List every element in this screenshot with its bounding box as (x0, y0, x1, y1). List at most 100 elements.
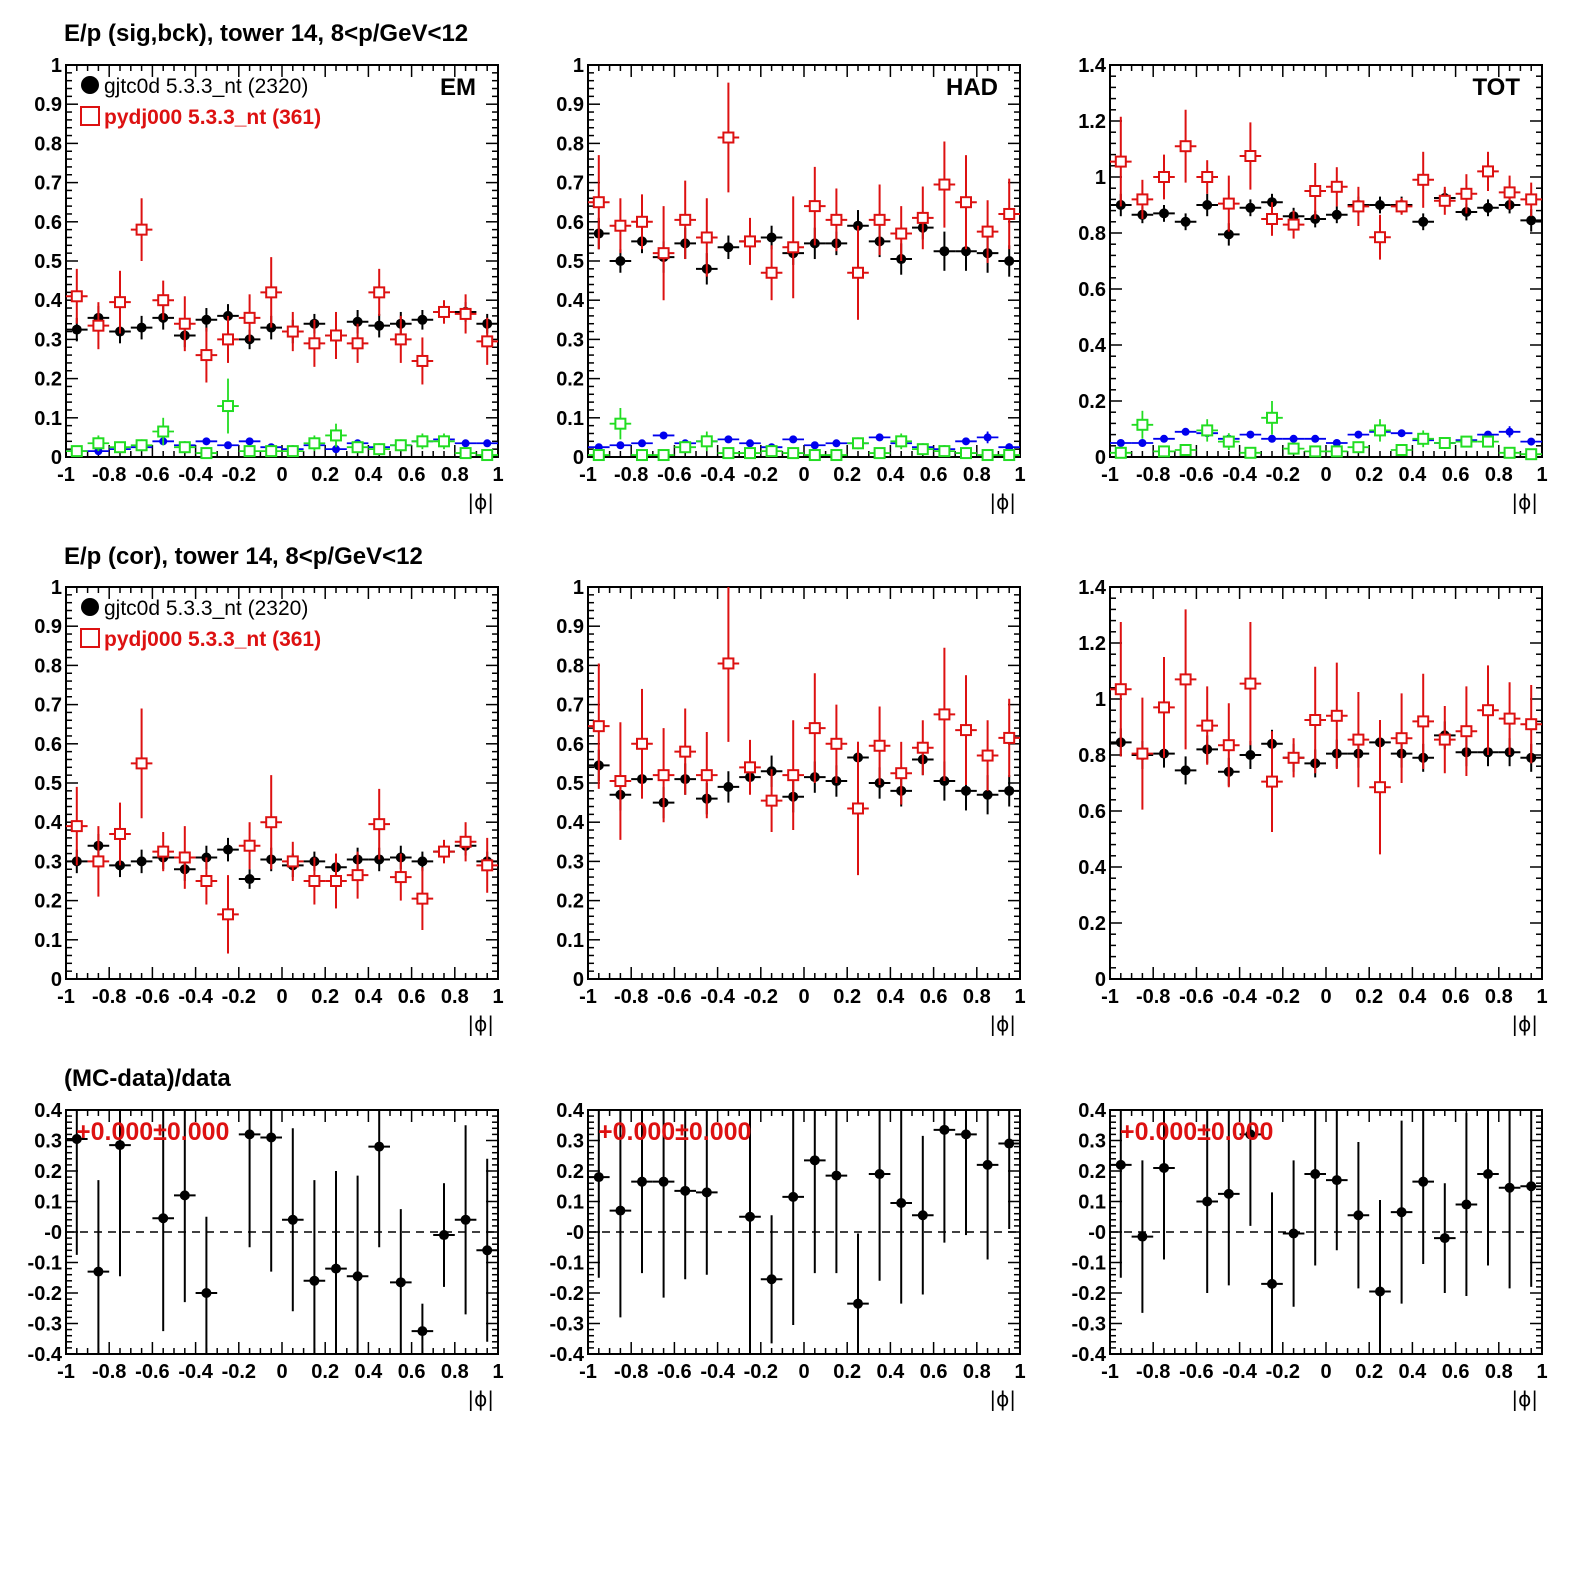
data-point (459, 307, 472, 320)
data-point (243, 445, 256, 458)
fit-result-label: +0.000±0.000 (598, 1118, 751, 1146)
y-tick-label: -0.2 (1072, 1283, 1106, 1305)
data-point (136, 322, 147, 333)
data-point (1116, 439, 1125, 447)
y-tick-label: 1.2 (1078, 111, 1106, 133)
data-point (657, 769, 670, 782)
data-point (1438, 733, 1451, 746)
data-point (657, 449, 670, 462)
panel-ratio-HAD: -1 -0.8 -0.6 -0.4 -0.2 0 0.2 0.4 0.6 0.8 1|ϕ|-0.4-… (550, 1100, 1026, 1411)
data-point (614, 775, 627, 788)
x-tick-label: -0.8 (614, 986, 648, 1008)
data-point (659, 431, 668, 440)
x-tick-label: -0.4 (700, 1361, 735, 1383)
series-mc (66, 198, 498, 385)
data-point (1244, 150, 1257, 162)
x-tick-label: 0.6 (920, 1361, 948, 1383)
x-tick-label: 0.6 (398, 1361, 426, 1383)
data-point (331, 1263, 341, 1274)
x-axis: -1 -0.8 -0.6 -0.4 -0.2 0 0.2 0.4 0.6 0.8 1 |ϕ| (57, 1110, 504, 1411)
data-point (896, 1198, 907, 1209)
data-point (983, 433, 992, 442)
y-tick-label: 1 (1095, 689, 1106, 711)
data-point (483, 439, 492, 448)
x-tick-label: -0.8 (92, 464, 126, 486)
data-point (243, 839, 256, 852)
data-point (808, 722, 821, 735)
data-point (1483, 1169, 1493, 1180)
data-point (1352, 733, 1365, 746)
x-tick-label: -0.4 (1222, 464, 1257, 486)
data-point (916, 211, 929, 224)
row-title-sig: E/p (sig,bck), tower 14, 8<p/GeV<12 (64, 20, 469, 47)
y-tick-label: -0.2 (550, 1283, 584, 1305)
x-tick-label: -0.8 (614, 464, 648, 486)
x-tick-label: 0.8 (963, 1361, 991, 1383)
plot-frame (587, 586, 1021, 980)
y-tick-label: 0 (573, 447, 584, 469)
series-mc (588, 82, 1020, 320)
data-point (1439, 1233, 1450, 1244)
y-tick-label: 0.1 (34, 408, 62, 430)
data-point (70, 445, 83, 458)
data-point (416, 435, 429, 448)
panel-label: HAD (946, 74, 998, 101)
data-point (938, 178, 951, 191)
data-point (722, 131, 735, 144)
data-point (135, 757, 148, 770)
row-title-ratio: (MC-data)/data (64, 1065, 231, 1092)
y-tick-label: 0 (573, 969, 584, 991)
x-tick-label: 0.8 (1485, 1361, 1513, 1383)
data-point (1503, 446, 1516, 459)
data-point (981, 749, 994, 762)
x-tick-label: 1 (1536, 986, 1547, 1008)
data-point (1438, 194, 1451, 207)
y-tick-label: 0.2 (556, 1161, 584, 1183)
data-point (265, 445, 278, 458)
x-tick-label: -0.8 (92, 986, 126, 1008)
data-point (200, 349, 213, 362)
x-axis: -1 -0.8 -0.6 -0.4 -0.2 0 0.2 0.4 0.6 0.8 1 |ϕ| (57, 65, 504, 514)
x-tick-label: 1 (1536, 1361, 1547, 1383)
y-tick-label: -0.4 (550, 1344, 585, 1366)
data-point (1158, 171, 1170, 183)
data-point (614, 417, 627, 430)
series-bck_mc (588, 408, 1020, 462)
y-tick-label: 0.1 (34, 930, 62, 952)
x-tick-label: -0.4 (178, 1361, 213, 1383)
y-tick-label: 0.3 (34, 1131, 62, 1153)
data-point (135, 223, 148, 236)
x-axis-label: |ϕ| (1511, 490, 1538, 514)
y-tick-label: -0.3 (1072, 1314, 1106, 1336)
x-tick-label: -0.2 (744, 464, 778, 486)
data-point (1374, 231, 1386, 244)
data-point (201, 314, 212, 325)
y-tick-label: 0.9 (556, 94, 584, 116)
data-point (1397, 429, 1406, 438)
data-point (679, 441, 692, 454)
y-tick-label: 0.1 (556, 930, 584, 952)
y-tick-label: 1 (51, 577, 62, 599)
data-point (1525, 448, 1538, 461)
data-point (744, 235, 756, 248)
data-point (875, 433, 884, 442)
x-tick-label: 0 (276, 464, 287, 486)
data-point (614, 219, 627, 232)
data-point (71, 1133, 82, 1144)
y-tick-label: 0.2 (556, 891, 584, 913)
y-tick-label: 0.8 (556, 655, 584, 677)
x-axis: -1 -0.8 -0.6 -0.4 -0.2 0 0.2 0.4 0.6 0.8 1 |ϕ| (57, 587, 504, 1036)
data-point (330, 329, 342, 342)
data-point (351, 337, 364, 350)
y-tick-label: -0.2 (28, 1283, 62, 1305)
series-mc (1110, 609, 1542, 855)
x-tick-label: 0.2 (833, 464, 861, 486)
data-point (1504, 1182, 1515, 1193)
y-tick-label: 0 (51, 447, 62, 469)
y-tick-label: 0.7 (556, 173, 584, 195)
data-point (417, 314, 428, 325)
data-point (1395, 732, 1408, 745)
data-point (222, 333, 234, 346)
y-tick-label: 0 (51, 969, 62, 991)
data-point (873, 213, 886, 226)
